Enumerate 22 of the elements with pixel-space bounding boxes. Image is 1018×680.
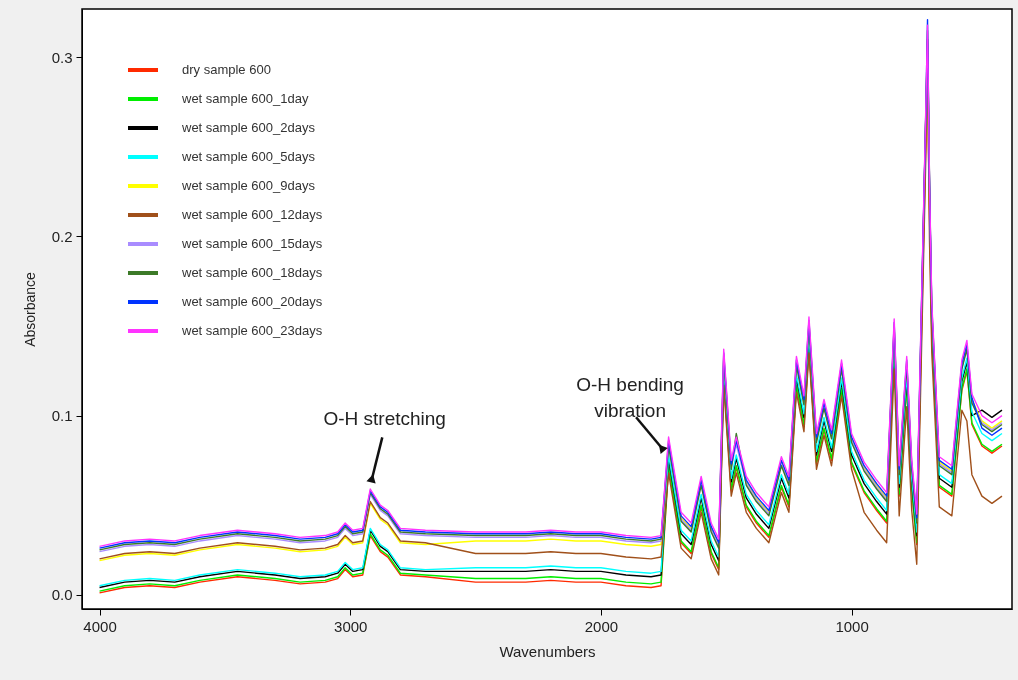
legend-label: wet sample 600_15days [181,236,323,251]
legend-label: dry sample 600 [182,62,271,77]
legend-label: wet sample 600_23days [181,323,323,338]
legend-label: wet sample 600_9days [181,178,316,193]
legend-label: wet sample 600_12days [181,207,323,222]
legend-label: wet sample 600_2days [181,120,316,135]
annotation: O-H stretching [323,408,446,430]
y-tick-label: 0.0 [51,586,73,604]
y-tick-label: 0.3 [51,48,73,66]
x-tick-label: 1000 [835,617,869,635]
y-tick-label: 0.2 [51,227,73,245]
y-tick-label: 0.1 [51,407,73,425]
x-tick-label: 4000 [83,617,117,635]
legend-label: wet sample 600_18days [181,265,323,280]
annotation: O-H bending vibration [576,374,684,422]
legend-label: wet sample 600_20days [181,294,323,309]
legend-label: wet sample 600_5days [181,149,316,164]
x-tick-label: 3000 [334,617,368,635]
x-tick-label: 2000 [584,617,619,635]
y-axis-title: Absorbance [21,271,38,347]
x-axis-title: Wavenumbers [499,642,596,660]
legend-label: wet sample 600_1day [181,91,309,106]
